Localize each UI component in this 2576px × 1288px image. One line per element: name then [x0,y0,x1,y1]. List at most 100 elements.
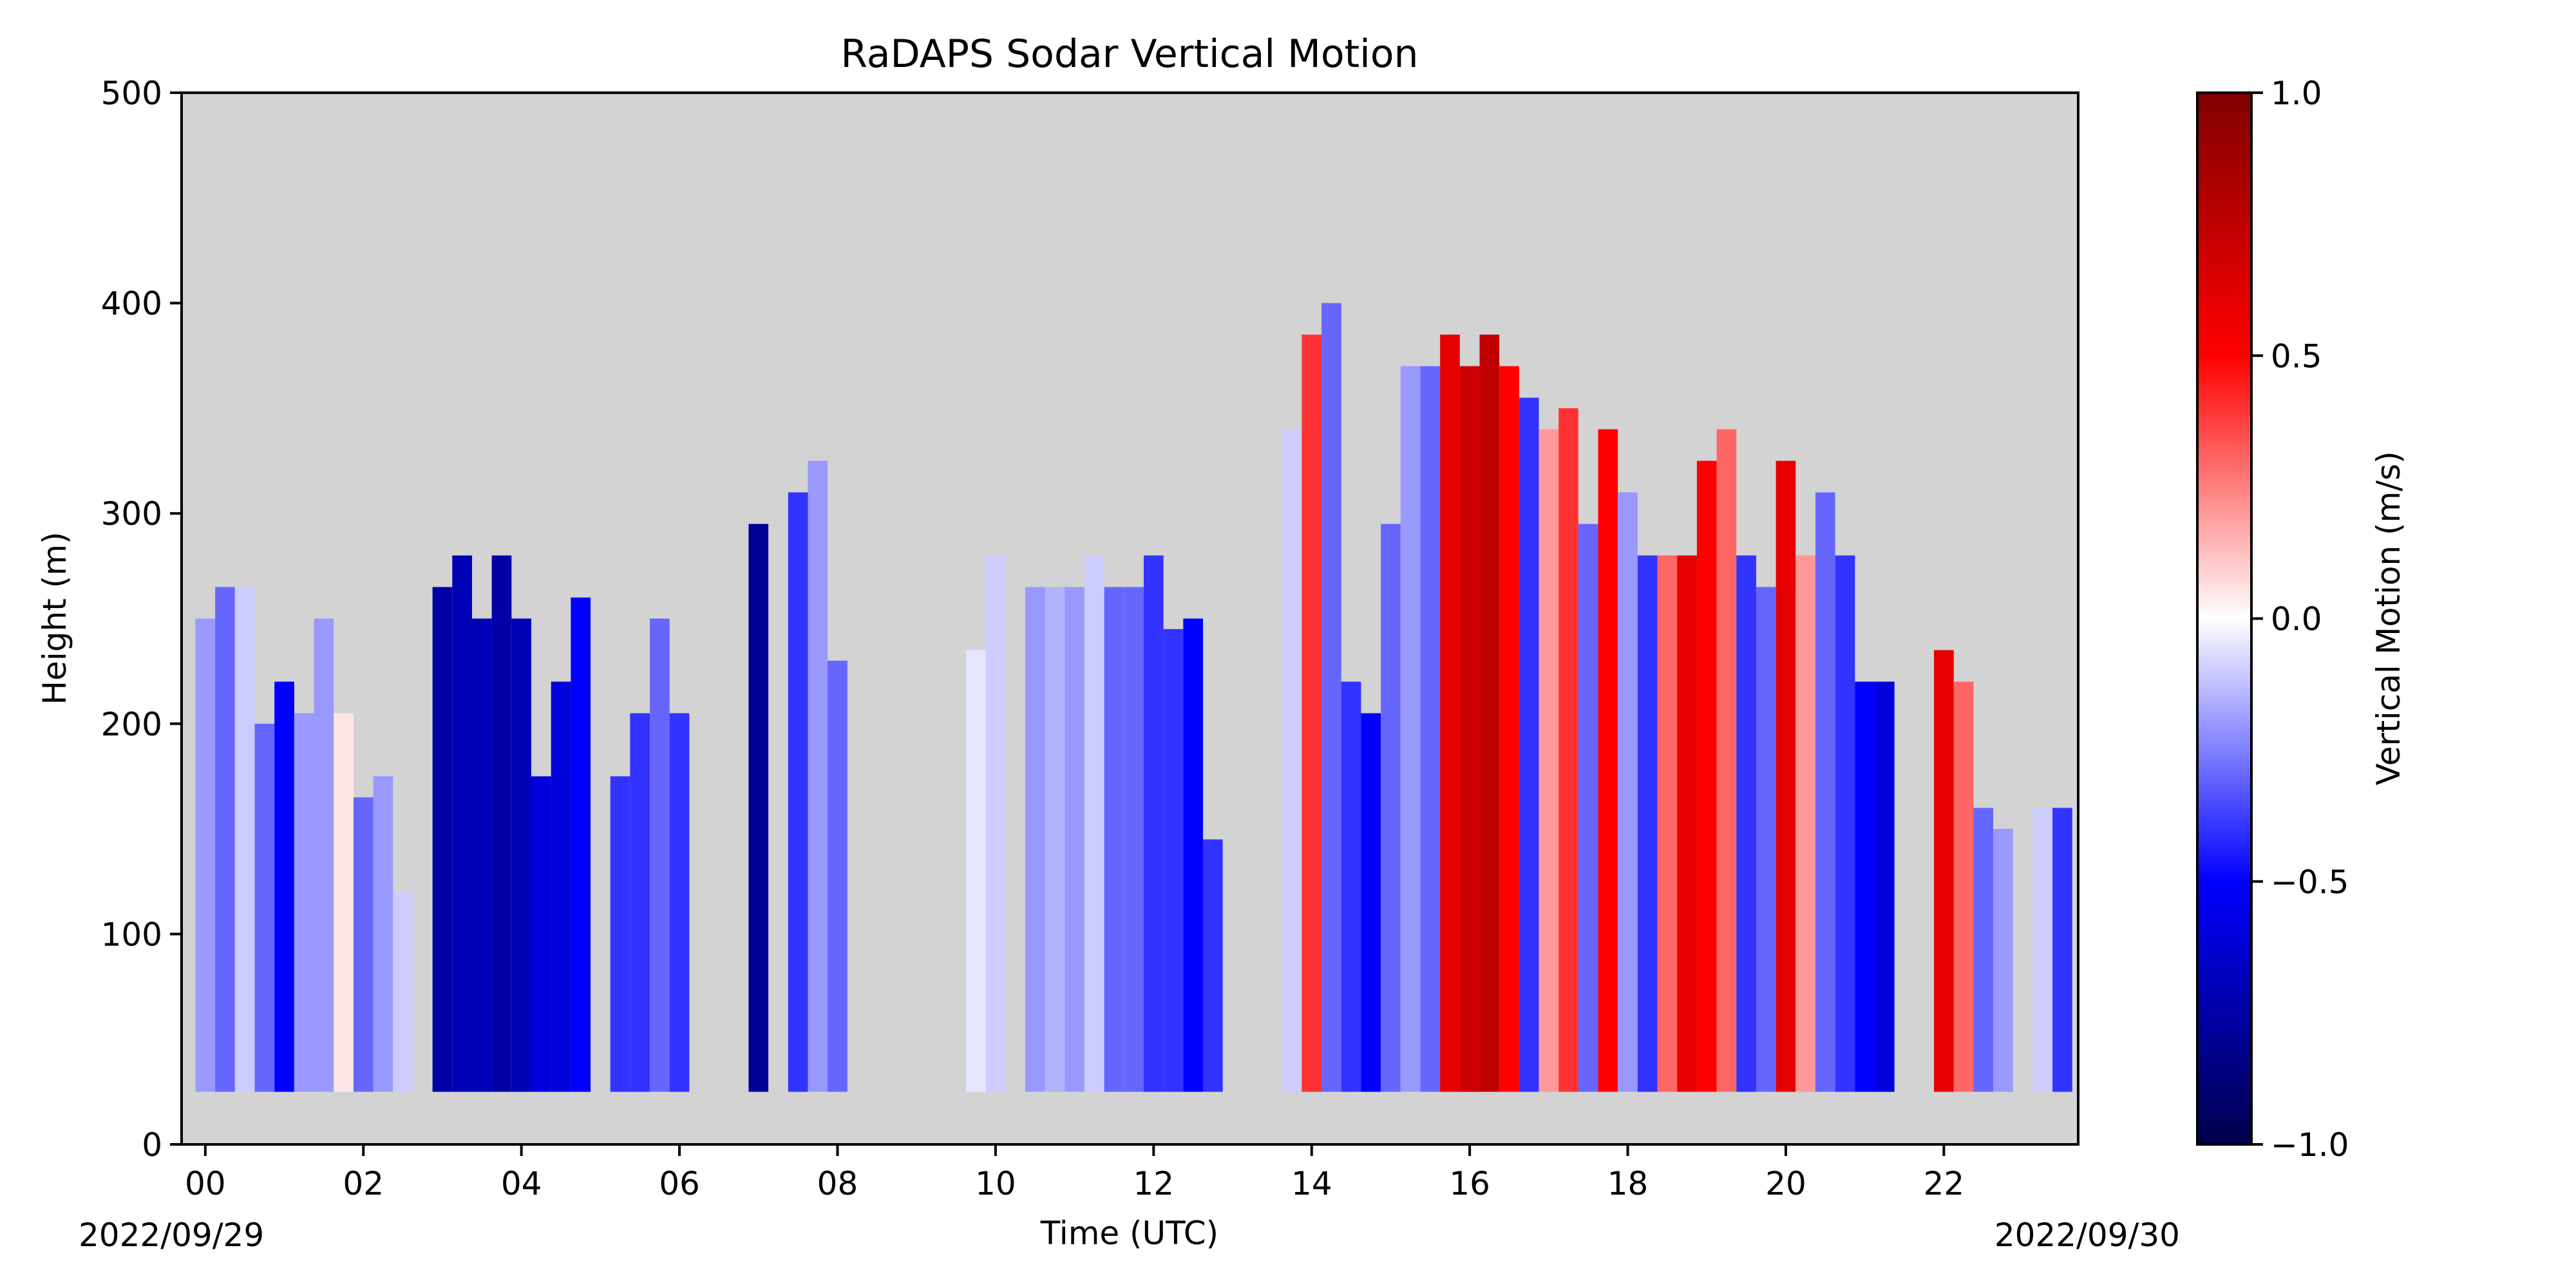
x-tick-label: 08 [817,1165,858,1202]
data-column [1618,492,1638,1092]
data-column [1341,681,1361,1092]
y-axis-label: Height (m) [36,532,73,705]
x-tick-label: 00 [185,1165,226,1202]
data-column [1677,555,1697,1092]
data-column [650,618,670,1092]
data-layer [195,303,2072,1092]
data-column [1934,650,1954,1092]
data-column [1183,618,1204,1092]
data-column [1104,587,1124,1092]
data-column [1025,587,1045,1092]
data-column [1539,429,1559,1092]
y-axis: 0 100 200 300 400 500 [101,75,182,1164]
data-column [1124,587,1144,1092]
x-axis-label: Time (UTC) [1040,1215,1218,1252]
data-column [1815,492,1835,1092]
data-column [1381,524,1401,1092]
data-column [1736,555,1756,1092]
data-column [1973,808,1994,1092]
data-column [1065,587,1084,1092]
chart-title: RaDAPS Sodar Vertical Motion [840,32,1418,77]
data-column [1143,555,1164,1092]
data-column [1499,366,1519,1092]
data-column [1459,366,1480,1092]
data-column [1637,555,1658,1092]
data-column [1875,681,1895,1092]
data-column [571,597,591,1092]
colorbar-tick-label: −0.5 [2271,864,2349,901]
data-column [551,681,571,1092]
data-column [1598,429,1618,1092]
data-column [1993,829,2013,1092]
data-column [353,797,374,1092]
x-tick-label: 06 [659,1165,700,1202]
data-column [610,776,630,1092]
data-column [1578,524,1598,1092]
data-column [1203,839,1223,1092]
y-tick-label: 500 [101,75,162,112]
data-column [1282,429,1302,1092]
data-column [1558,408,1578,1092]
data-column [432,587,453,1092]
x-tick-label: 14 [1291,1165,1332,1202]
colorbar-tick-label: 0.5 [2271,337,2322,375]
data-column [748,524,769,1092]
data-column [234,587,255,1092]
y-tick-label: 400 [101,285,162,323]
data-column [373,776,393,1092]
data-column [1440,334,1460,1092]
data-column [788,492,808,1092]
data-column [985,555,1006,1092]
data-column [491,555,512,1092]
data-column [511,618,531,1092]
data-column [215,587,235,1092]
data-column [1953,681,1974,1092]
data-column [1084,555,1104,1092]
x-tick-label: 04 [501,1165,542,1202]
data-column [531,776,551,1092]
x-tick-label: 22 [1924,1165,1965,1202]
x-tick-label: 20 [1765,1165,1806,1202]
data-column [669,713,690,1092]
data-column [334,713,354,1092]
colorbar [2196,91,2253,1146]
x-tick-label: 18 [1607,1165,1649,1202]
data-column [808,460,828,1092]
data-column [274,681,294,1092]
y-tick-label: 300 [101,495,162,533]
data-column [1163,629,1184,1092]
x-tick-label: 02 [343,1165,384,1202]
data-column [1835,555,1855,1092]
plot-frame [180,91,2079,1146]
data-column [2032,808,2053,1092]
y-tick-label: 100 [101,916,162,953]
x-tick-label: 12 [1133,1165,1175,1202]
colorbar-tick-label: 0.0 [2271,601,2322,638]
data-column [1420,366,1441,1092]
data-column [630,713,650,1092]
data-column [452,555,472,1092]
x-axis: 00 02 04 06 08 10 12 14 16 18 20 22 [185,1144,1964,1202]
data-column [1855,681,1875,1092]
colorbar-label: Vertical Motion (m/s) [2370,451,2407,785]
date-start-label: 2022/09/29 [79,1217,264,1254]
x-tick-label: 10 [975,1165,1016,1202]
data-column [965,650,986,1092]
data-column [1519,397,1539,1092]
colorbar-tick-label: 1.0 [2271,75,2322,112]
colorbar-axis: −1.0 −0.5 0.0 0.5 1.0 [2251,75,2349,1164]
data-column [1361,713,1381,1092]
data-column [828,660,848,1092]
data-column [1716,429,1737,1092]
data-column [1756,587,1776,1092]
data-column [1795,555,1815,1092]
data-column [314,618,334,1092]
data-column [294,713,314,1092]
data-column [1776,460,1796,1092]
data-column [1657,555,1678,1092]
data-column [1479,334,1500,1092]
y-tick-label: 0 [142,1126,162,1164]
data-column [471,618,492,1092]
data-column [1321,303,1341,1092]
